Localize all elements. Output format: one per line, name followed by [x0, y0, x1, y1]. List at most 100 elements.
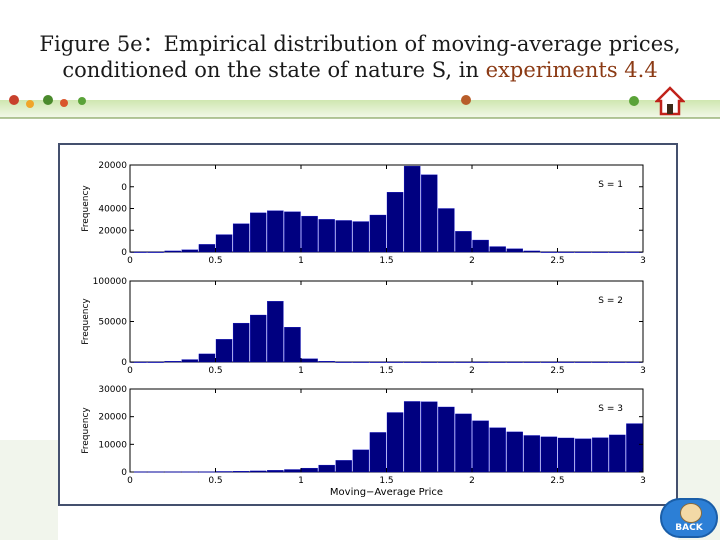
- x-tick-label: 2.5: [550, 476, 564, 486]
- x-tick-label: 0: [127, 476, 133, 486]
- histogram-bar: [198, 471, 216, 473]
- histogram-bar: [301, 467, 318, 473]
- panel-2-axes: [129, 280, 644, 363]
- histogram-bar: [557, 361, 575, 363]
- panel-label: S = 2: [598, 296, 623, 306]
- histogram-bar: [284, 327, 301, 363]
- x-tick-label: 1.5: [379, 476, 393, 486]
- histogram-chart: 0 0.5 1 1.5 2 2.5 302000040000020000FrequencyS…: [81, 161, 646, 498]
- histogram-bar: [455, 361, 472, 363]
- y-tick-label: 50000: [98, 318, 127, 328]
- histogram-bar: [523, 361, 541, 363]
- histogram-bar: [284, 469, 301, 473]
- title-line-2-text: conditioned on the state of nature S, in: [62, 58, 479, 82]
- histogram-bar: [592, 361, 609, 363]
- y-axis-label: Frequency: [81, 185, 91, 232]
- histogram-bar: [609, 434, 626, 473]
- histogram-bar: [489, 361, 506, 363]
- histogram-bar: [403, 165, 421, 253]
- histogram-bar: [386, 361, 404, 363]
- histogram-bar: [215, 339, 233, 363]
- histogram-bar: [403, 401, 421, 473]
- x-tick-label: 2: [469, 366, 475, 376]
- x-tick-label: 0.5: [208, 366, 222, 376]
- y-axis-label: Frequency: [81, 298, 91, 345]
- histogram-bar: [215, 471, 233, 473]
- histogram-bar: [421, 401, 438, 473]
- histogram-bar: [301, 358, 318, 363]
- y-tick-label: 0: [121, 183, 127, 193]
- histogram-bar: [626, 423, 643, 473]
- histogram-bar: [335, 460, 352, 473]
- histogram-bar: [472, 239, 489, 253]
- histogram-bar: [472, 420, 489, 473]
- histogram-bar: [301, 215, 318, 253]
- histogram-bar: [421, 361, 438, 363]
- histogram-bar: [250, 212, 267, 253]
- histogram-bar: [574, 251, 592, 253]
- x-tick-label: 2: [469, 476, 475, 486]
- title-accent-link[interactable]: experiments 4.4: [485, 58, 658, 82]
- histogram-bar: [215, 234, 233, 253]
- decorative-flowers: [9, 95, 639, 108]
- chart-frame: 0 0.5 1 1.5 2 2.5 3 0 20000 40000 0 20000 Frequency S…: [58, 143, 678, 506]
- y-tick-label: 20000: [98, 226, 127, 236]
- histogram-bar: [164, 361, 181, 363]
- histogram-bar: [609, 251, 626, 253]
- histogram-bar: [232, 223, 250, 253]
- y-tick-label: 10000: [98, 440, 127, 450]
- y-axis-label: Frequency: [81, 407, 91, 454]
- histogram-bar: [352, 361, 370, 363]
- histogram-bar: [352, 449, 370, 473]
- x-tick-label: 0: [127, 256, 133, 266]
- histogram-bar: [557, 251, 575, 253]
- x-tick-label: 1: [298, 256, 304, 266]
- histogram-bar: [609, 361, 626, 363]
- histogram-bar: [574, 361, 592, 363]
- y-tick-label: 0: [121, 358, 127, 368]
- panel-label: S = 1: [598, 180, 623, 190]
- histogram-bar: [181, 359, 199, 363]
- histogram-bar: [523, 435, 541, 473]
- histogram-bar: [523, 250, 541, 253]
- histogram-bar: [540, 436, 558, 473]
- back-button-label: BACK: [675, 523, 703, 533]
- slide-title-line-1: Figure 5e：Empirical distribution of movi…: [39, 32, 681, 56]
- histogram-bar: [198, 244, 216, 253]
- histogram-bar: [438, 361, 455, 363]
- histogram-bar: [335, 361, 352, 363]
- histogram-bar: [506, 248, 523, 253]
- x-tick-label: 1: [298, 366, 304, 376]
- x-tick-label: 0.5: [208, 256, 222, 266]
- y-tick-label: 30000: [98, 385, 127, 395]
- x-tick-label: 3: [640, 476, 646, 486]
- histogram-bar: [369, 432, 387, 473]
- histogram-bar: [455, 231, 472, 253]
- x-tick-label: 1.5: [379, 256, 393, 266]
- home-icon[interactable]: [655, 86, 685, 116]
- x-tick-label: 1: [298, 476, 304, 486]
- histogram-bar: [386, 412, 404, 473]
- back-button[interactable]: BACK: [660, 498, 718, 538]
- histogram-bar: [421, 174, 438, 253]
- histogram-bar: [506, 431, 523, 473]
- histogram-bar: [489, 246, 506, 253]
- histogram-bar: [403, 361, 421, 363]
- histogram-bar: [574, 438, 592, 473]
- histogram-bar: [198, 353, 216, 363]
- x-tick-label: 2.5: [550, 256, 564, 266]
- histogram-bar: [472, 361, 489, 363]
- panel-label: S = 3: [598, 404, 623, 414]
- y-tick-label: 20000: [98, 161, 127, 171]
- histogram-bar: [506, 361, 523, 363]
- histogram-bar: [164, 471, 181, 473]
- histogram-bar: [181, 471, 199, 473]
- histogram-bar: [592, 437, 609, 473]
- panel-1-axes: [129, 164, 644, 253]
- x-tick-label: 0.5: [208, 476, 222, 486]
- histogram-bar: [489, 427, 506, 473]
- x-tick-label: 2.5: [550, 366, 564, 376]
- histogram-bar: [147, 361, 164, 363]
- histogram-bar: [318, 464, 335, 473]
- y-tick-label: 20000: [98, 413, 127, 423]
